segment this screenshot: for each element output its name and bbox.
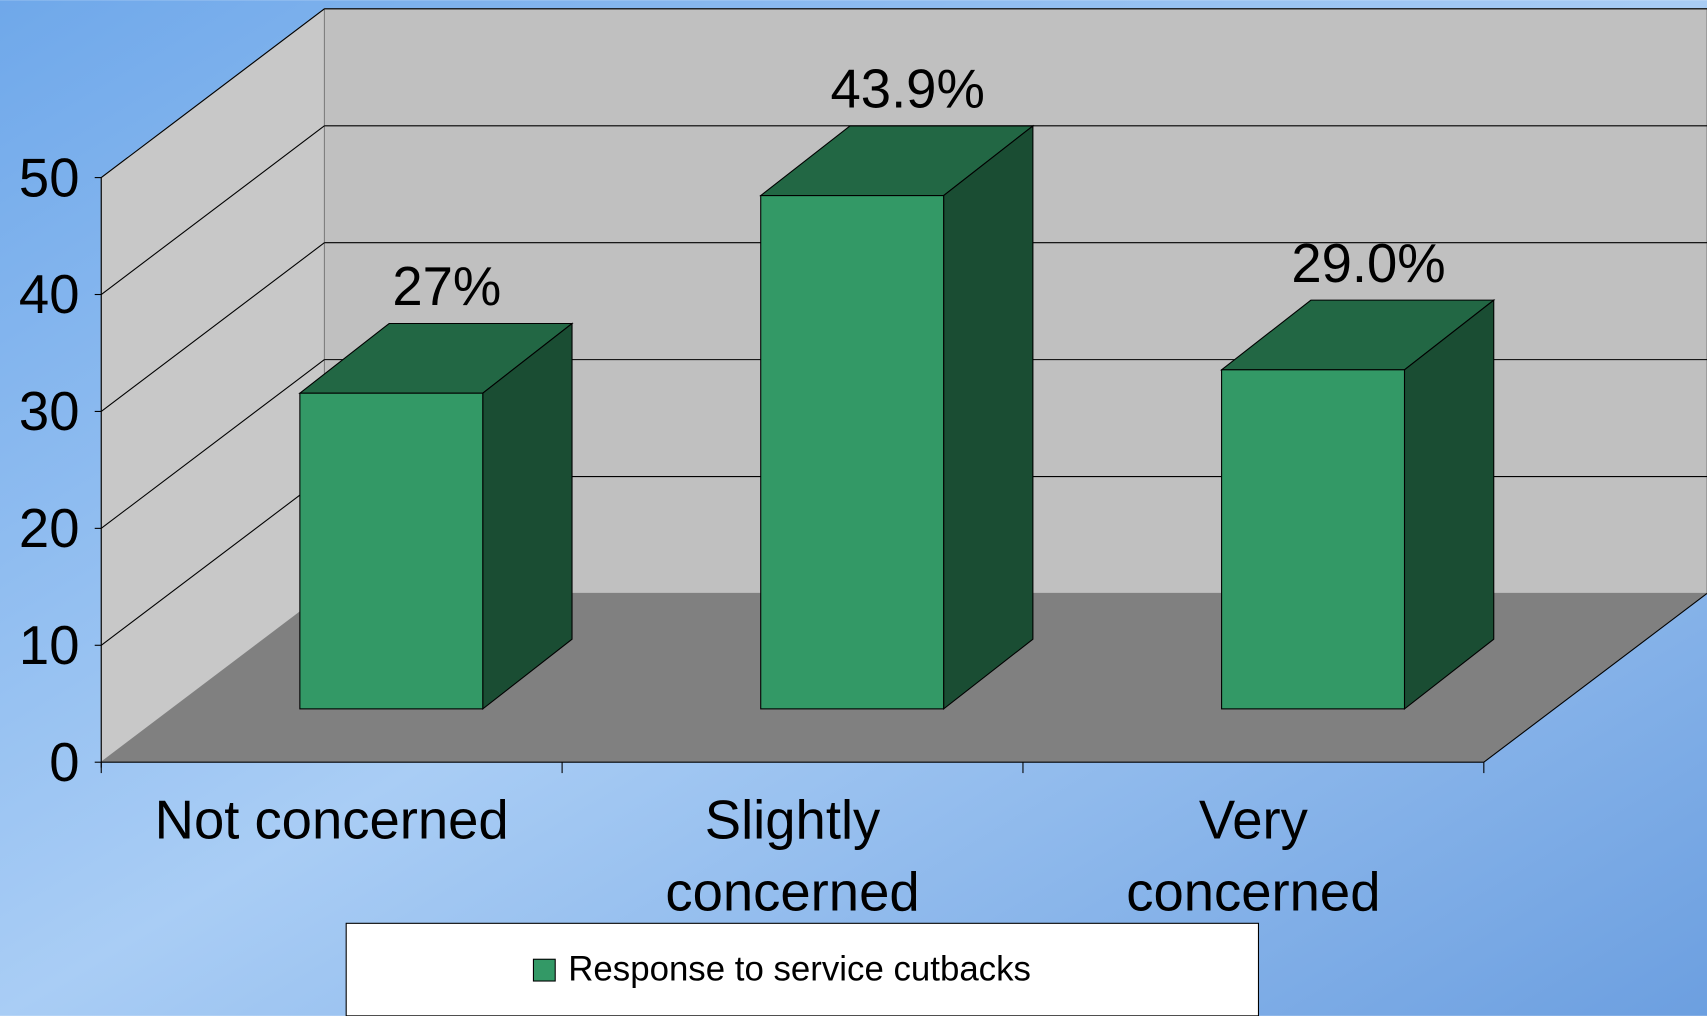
bar — [760, 195, 945, 710]
bar — [1221, 369, 1406, 710]
x-tick-label-box: Not concerned — [154, 789, 509, 851]
legend-items: Response to service cutbacks — [532, 949, 1031, 988]
y-tick-label: 10 — [19, 615, 80, 676]
grid-line — [100, 359, 325, 529]
x-tick-label: Slightly concerned — [665, 789, 920, 923]
x-tick-label: Very concerned — [1126, 789, 1381, 923]
x-tick-label-box: Slightly concerned — [665, 789, 920, 923]
legend — [345, 922, 1260, 1016]
y-tick-label: 50 — [19, 147, 80, 208]
bar — [299, 392, 484, 710]
floor-edge — [1483, 593, 1707, 763]
data-label: 29.0% — [1291, 233, 1445, 294]
legend-swatch — [532, 958, 556, 982]
data-label: 43.9% — [831, 59, 985, 120]
bar-side — [943, 124, 1034, 710]
grid-line — [100, 8, 325, 179]
plot: 0 10 20 30 40 50 27% Not concerned 43.9% Slightly… — [19, 8, 1707, 923]
grid-line — [100, 125, 325, 295]
y-tick-label: 30 — [19, 381, 80, 442]
x-tick-label: Not concerned — [154, 789, 509, 851]
bar-side — [1403, 299, 1495, 710]
data-label: 27% — [392, 256, 501, 317]
grid-line — [100, 476, 325, 646]
grid-line — [100, 242, 325, 412]
y-tick-label: 0 — [49, 732, 79, 793]
legend-label: Response to service cutbacks — [568, 949, 1031, 988]
x-tick-label-box: Very concerned — [1126, 789, 1381, 923]
y-tick-label: 40 — [19, 264, 80, 325]
y-tick-label: 20 — [19, 498, 80, 559]
